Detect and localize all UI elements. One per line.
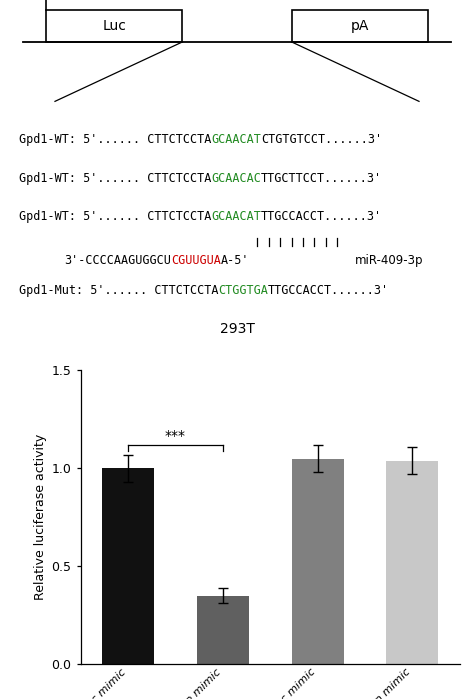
Bar [292, 459, 344, 664]
Bar [386, 461, 438, 664]
Bar [292, 10, 428, 42]
Text: Gpd1-WT: 5'...... CTTCTCCTA: Gpd1-WT: 5'...... CTTCTCCTA [18, 134, 211, 146]
Text: TTGCTTCCT......3': TTGCTTCCT......3' [261, 172, 382, 185]
Text: ***: *** [165, 429, 186, 443]
Text: 3'-CCCCAAGUGGCU: 3'-CCCCAAGUGGCU [64, 254, 171, 267]
Text: miR-409-3p: miR-409-3p [356, 254, 424, 267]
Y-axis label: Relative luciferase activity: Relative luciferase activity [35, 434, 47, 600]
Text: Gpd1-WT: 5'...... CTTCTCCTA: Gpd1-WT: 5'...... CTTCTCCTA [18, 172, 211, 185]
Text: Gpd1-WT: 5'...... CTTCTCCTA: Gpd1-WT: 5'...... CTTCTCCTA [18, 210, 211, 223]
Text: CTGTGTCCT......3': CTGTGTCCT......3' [261, 134, 382, 146]
Text: A-5': A-5' [221, 254, 249, 267]
Text: CTGGTGA: CTGGTGA [218, 284, 268, 296]
Text: GCAACAC: GCAACAC [211, 172, 261, 185]
Text: Gpd1-Mut: 5'...... CTTCTCCTA: Gpd1-Mut: 5'...... CTTCTCCTA [18, 284, 218, 296]
Text: CGUUGUA: CGUUGUA [171, 254, 221, 267]
Bar [102, 468, 154, 664]
Text: TTGCCACCT......3': TTGCCACCT......3' [261, 210, 382, 223]
Text: 293T: 293T [219, 322, 255, 336]
Text: pA: pA [351, 19, 369, 34]
Text: GCAACAT: GCAACAT [211, 210, 261, 223]
Text: GCAACAT: GCAACAT [211, 134, 261, 146]
Bar [197, 596, 249, 664]
Bar [46, 10, 182, 42]
Text: Luc: Luc [102, 19, 126, 34]
Text: TTGCCACCT......3': TTGCCACCT......3' [268, 284, 389, 296]
